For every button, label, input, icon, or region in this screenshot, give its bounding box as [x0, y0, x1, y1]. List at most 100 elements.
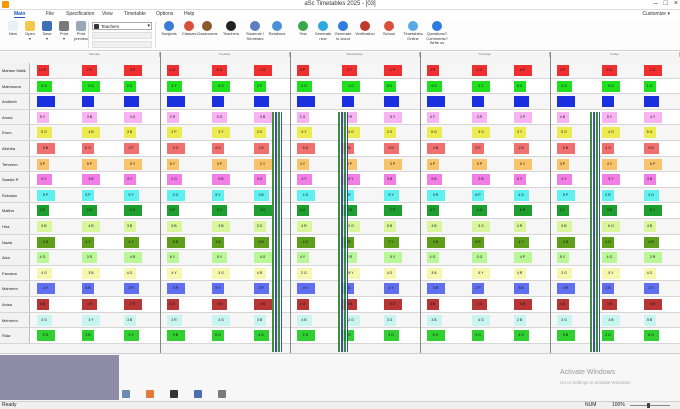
teacher-name[interactable]: Mehreen [0, 312, 30, 328]
lesson-card[interactable]: 3 G [383, 314, 396, 326]
teacher-name[interactable]: Tehreem [0, 156, 30, 172]
lesson-card[interactable]: 5 G [342, 283, 354, 295]
lesson-card[interactable]: 3 P [36, 158, 49, 170]
lesson-card[interactable]: 2 Y [383, 236, 399, 248]
lesson-card[interactable]: 4 R [426, 65, 439, 76]
lesson-card[interactable]: 5 P [296, 65, 309, 76]
lesson-card[interactable]: 2 P [166, 127, 182, 139]
lesson-card[interactable]: 5 Y [602, 174, 620, 186]
lesson-card[interactable]: 4 G [212, 143, 224, 154]
lesson-card[interactable]: 4 G [513, 189, 529, 201]
lesson-card[interactable]: 3 G [472, 330, 484, 342]
lesson-card[interactable]: 3 B [643, 174, 656, 186]
lesson-card[interactable] [82, 96, 94, 108]
lesson-card[interactable]: 3 B [426, 267, 442, 279]
lesson-card[interactable]: 5 G [602, 80, 620, 92]
lesson-card[interactable]: 3 G [556, 314, 572, 326]
lesson-card[interactable]: 3 G [556, 80, 572, 92]
lesson-card[interactable]: 2 B [253, 143, 269, 154]
lesson-card[interactable]: 3 B [82, 111, 97, 123]
lesson-card[interactable]: 5 B [36, 143, 55, 154]
lesson-card[interactable]: 4 G [643, 189, 659, 201]
lesson-card[interactable]: 3 B [82, 267, 100, 279]
lesson-card[interactable]: 6 P [472, 189, 484, 201]
lesson-card[interactable]: 3 G [212, 111, 227, 123]
lesson-card[interactable]: 6 Y [342, 174, 360, 186]
maximize-button[interactable]: □ [663, 0, 668, 7]
lesson-card[interactable]: 3 Y [643, 283, 659, 295]
lesson-card[interactable]: 3 B [166, 330, 185, 342]
teacher-name[interactable]: Amna [0, 109, 30, 125]
customize-menu[interactable]: Customize ▾ [642, 11, 670, 17]
lesson-card[interactable]: 5 Y [212, 283, 224, 295]
lesson-card[interactable]: 3 B [602, 299, 617, 310]
lesson-card[interactable]: 4 G [36, 252, 49, 264]
lesson-card[interactable]: 5 Y [296, 127, 312, 139]
lesson-card[interactable]: 2 G [296, 267, 312, 279]
lesson-card[interactable]: 6 B [643, 236, 659, 248]
lesson-card[interactable]: 4 B [426, 143, 445, 154]
lesson-card[interactable]: 3 P [383, 158, 402, 170]
lesson-card[interactable]: 5 G [36, 330, 55, 342]
lesson-card[interactable] [513, 96, 529, 108]
lesson-card[interactable]: 3 G [253, 127, 266, 139]
lesson-card[interactable]: 4 G [556, 299, 569, 310]
generate-new-button[interactable]: Generate new [312, 21, 334, 49]
view-select[interactable]: Teachers ▾ [92, 22, 152, 30]
lesson-card[interactable]: 2 B [513, 143, 529, 154]
lesson-card[interactable]: 3 B [342, 299, 357, 310]
lesson-card[interactable]: 3 P [212, 158, 227, 170]
lesson-card[interactable]: 2 B [36, 236, 55, 248]
lesson-card[interactable]: 4 G [472, 314, 490, 326]
lesson-card[interactable]: 5 Y [513, 158, 532, 170]
lesson-card[interactable]: 2 R [166, 111, 179, 123]
lesson-card[interactable]: 5 P [82, 158, 97, 170]
lesson-card[interactable]: 2 R [643, 252, 662, 264]
lesson-card[interactable]: 5 Y [602, 111, 617, 123]
lesson-card[interactable] [166, 96, 185, 108]
lesson-card[interactable]: 4 B [253, 299, 272, 310]
lesson-card[interactable]: 4 G [253, 330, 269, 342]
lesson-card[interactable]: 2 P [383, 205, 402, 217]
lesson-card[interactable]: 4 Y [123, 236, 139, 248]
lesson-card[interactable]: 4 G [602, 127, 620, 139]
lesson-card[interactable]: 4 Y [166, 80, 182, 92]
lesson-card[interactable]: 4 G [472, 205, 487, 217]
lesson-card[interactable]: 5 B [383, 221, 396, 232]
lesson-card[interactable]: 3 Y [212, 127, 230, 139]
lesson-card[interactable]: 4 G [296, 189, 315, 201]
lesson-card[interactable]: 1 G [643, 80, 656, 92]
students-small-icon[interactable] [146, 390, 154, 398]
lesson-card[interactable]: 2 R [166, 314, 182, 326]
document-icon[interactable] [218, 390, 226, 398]
lesson-card[interactable]: 2 G [123, 80, 136, 92]
lesson-card[interactable]: 2 Y [212, 205, 227, 217]
lesson-card[interactable]: 2 Y [253, 158, 272, 170]
lesson-card[interactable]: 5 G [123, 205, 142, 217]
lesson-card[interactable]: 6 P [513, 65, 532, 76]
lesson-card[interactable]: 3 G [166, 299, 179, 310]
zoom-slider-handle[interactable] [647, 403, 650, 408]
lesson-card[interactable]: 3 B [253, 189, 269, 201]
lesson-card[interactable]: 5 B [643, 314, 656, 326]
lesson-card[interactable]: 3 P [556, 158, 569, 170]
lesson-card[interactable]: 5 B [513, 299, 532, 310]
lesson-card[interactable]: 2 G [253, 65, 272, 76]
lesson-card[interactable]: 5 G [36, 127, 52, 139]
lesson-card[interactable] [383, 96, 399, 108]
lesson-card[interactable]: 2 G [472, 65, 487, 76]
lesson-card[interactable]: 6 Y [643, 205, 662, 217]
lesson-card[interactable]: 6 R [513, 205, 532, 217]
lesson-card[interactable]: 5 B [212, 299, 227, 310]
lesson-card[interactable]: 4 B [426, 221, 442, 232]
teacher-name[interactable]: Aiza [0, 250, 30, 265]
lesson-card[interactable] [296, 96, 315, 108]
lesson-card[interactable]: 5 G [602, 65, 617, 76]
lesson-card[interactable]: 2 R [602, 189, 614, 201]
save-button[interactable]: Save ▾ [36, 21, 58, 49]
lesson-card[interactable]: 2 B [513, 314, 526, 326]
lesson-card[interactable]: 5 Y [383, 189, 399, 201]
teacher-name[interactable]: Anisa [0, 297, 30, 312]
lesson-card[interactable]: 1 G [342, 80, 360, 92]
lesson-card[interactable]: 5 P [556, 189, 575, 201]
